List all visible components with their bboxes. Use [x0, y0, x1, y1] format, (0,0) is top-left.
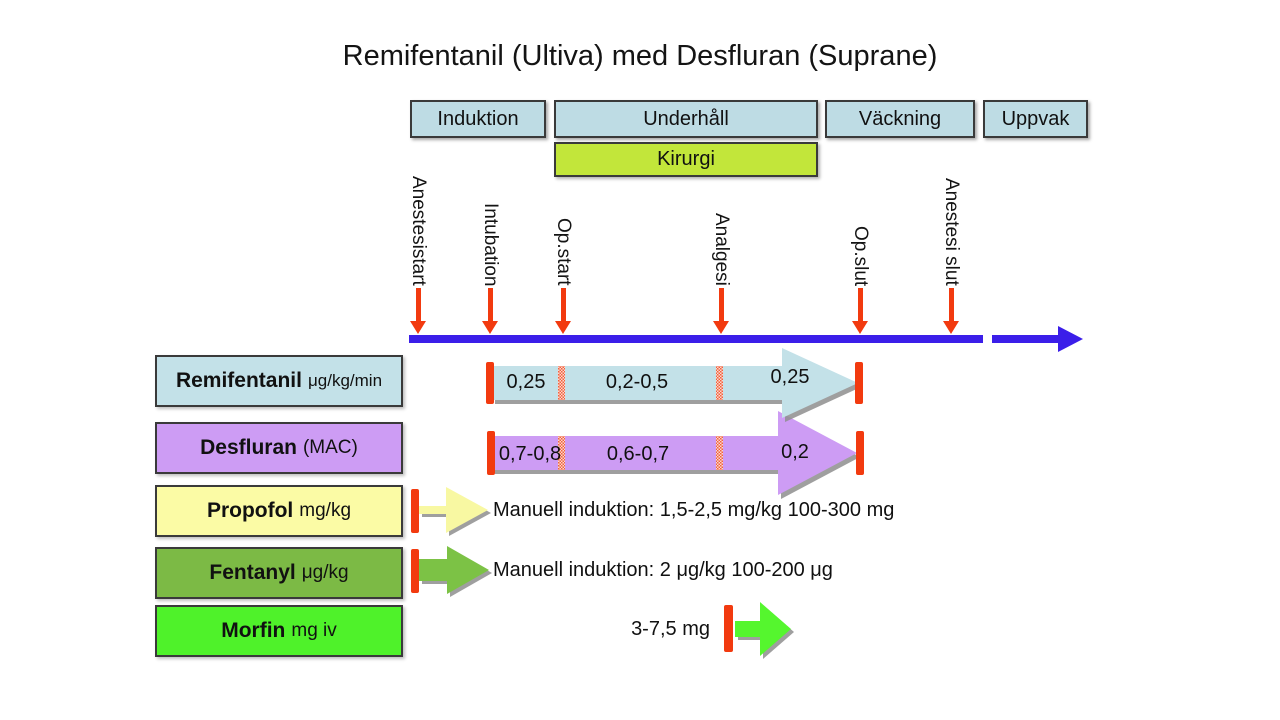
remifentanil-dose-1: 0,25 [506, 371, 546, 393]
phase-label-underhall: Underhåll [643, 107, 729, 130]
drug-box-propofol: Propofol mg/kg [155, 485, 403, 537]
propofol-note: Manuell induktion: 1,5-2,5 mg/kg 100-300… [493, 499, 895, 521]
drug-box-desfluran: Desfluran (MAC) [155, 422, 403, 474]
drug-box-remifentanil: Remifentanil μg/kg/min [155, 355, 403, 407]
propofol-bolus-arrow-icon [419, 487, 491, 536]
event-down-arrowhead-icon [852, 321, 868, 334]
desfluran-divider-analgesi [716, 436, 723, 470]
desfluran-start-marker [487, 431, 495, 475]
phase-label-vackning: Väckning [858, 107, 942, 130]
drug-name-desfluran: Desfluran [200, 436, 297, 459]
propofol-start-marker [411, 489, 419, 533]
drug-unit-fentanyl: μg/kg [301, 562, 349, 583]
event-down-arrowhead-icon [713, 321, 729, 334]
drug-name-fentanyl: Fentanyl [209, 561, 296, 584]
event-down-arrowhead-icon [555, 321, 571, 334]
event-down-arrowhead-icon [410, 321, 426, 334]
page-title: Remifentanil (Ultiva) med Desfluran (Sup… [342, 40, 938, 72]
fentanyl-note: Manuell induktion: 2 μg/kg 100-200 μg [493, 559, 833, 581]
event-down-arrow-icon [719, 288, 724, 322]
event-label-intubation: Intubation [480, 202, 501, 286]
desfluran-dose-1: 0,7-0,8 [498, 443, 562, 465]
event-label-anestesistart: Anestesistart [408, 176, 429, 286]
drug-unit-desfluran: (MAC) [302, 437, 358, 458]
remifentanil-divider-analgesi [716, 366, 723, 400]
phase-box-vackning: Väckning [825, 100, 975, 138]
remifentanil-dose-3: 0,25 [770, 366, 810, 388]
event-label-op-slut: Op.slut [850, 225, 871, 286]
event-down-arrow-icon [949, 288, 954, 322]
remifentanil-dose-2: 0,2-0,5 [605, 371, 669, 393]
remifentanil-divider-op-start [558, 366, 565, 400]
fentanyl-bolus-arrow-icon [419, 546, 492, 597]
event-down-arrow-icon [858, 288, 863, 322]
drug-unit-remifentanil: μg/kg/min [307, 371, 383, 390]
remifentanil-arrow [486, 348, 863, 422]
event-label-op-start: Op.start [553, 218, 574, 286]
drug-box-fentanyl: Fentanyl μg/kg [155, 547, 403, 599]
event-down-arrow-icon [488, 288, 493, 322]
desfluran-end-marker [856, 431, 864, 475]
fentanyl-start-marker [411, 549, 419, 593]
phase-box-uppvak: Uppvak [983, 100, 1088, 138]
drug-name-remifentanil: Remifentanil [175, 369, 302, 392]
event-down-arrow-icon [416, 288, 421, 322]
desfluran-arrow [487, 411, 864, 499]
drug-box-morfin: Morfin mg iv [155, 605, 403, 657]
event-label-anestesi-slut: Anestesi slut [941, 178, 962, 286]
timeline-arrowhead-icon [1058, 326, 1083, 352]
event-label-analgesi: Analgesi [711, 213, 732, 286]
morfin-bolus-arrow-icon [735, 602, 794, 659]
remifentanil-start-marker [486, 362, 494, 404]
drug-unit-morfin: mg iv [291, 620, 337, 641]
remifentanil-end-marker [855, 362, 863, 404]
phase-box-underhall: Underhåll [554, 100, 818, 138]
drug-unit-propofol: mg/kg [299, 500, 352, 521]
timeline-bar [409, 335, 983, 343]
desfluran-dose-3: 0,2 [781, 441, 809, 463]
morfin-dose: 3-7,5 mg [631, 618, 710, 640]
event-down-arrowhead-icon [482, 321, 498, 334]
surgery-label: Kirurgi [657, 148, 715, 170]
phase-box-induktion: Induktion [410, 100, 546, 138]
drug-name-morfin: Morfin [221, 619, 286, 642]
surgery-box: Kirurgi [554, 142, 818, 177]
event-down-arrow-icon [561, 288, 566, 322]
morfin-start-marker [724, 605, 733, 652]
event-down-arrowhead-icon [943, 321, 959, 334]
desfluran-dose-2: 0,6-0,7 [606, 443, 670, 465]
phase-label-uppvak: Uppvak [1001, 107, 1070, 130]
drug-name-propofol: Propofol [206, 499, 294, 522]
desfluran-divider-op-start [558, 436, 565, 470]
phase-label-induktion: Induktion [437, 107, 519, 130]
timeline-bar-segment [992, 335, 1058, 343]
